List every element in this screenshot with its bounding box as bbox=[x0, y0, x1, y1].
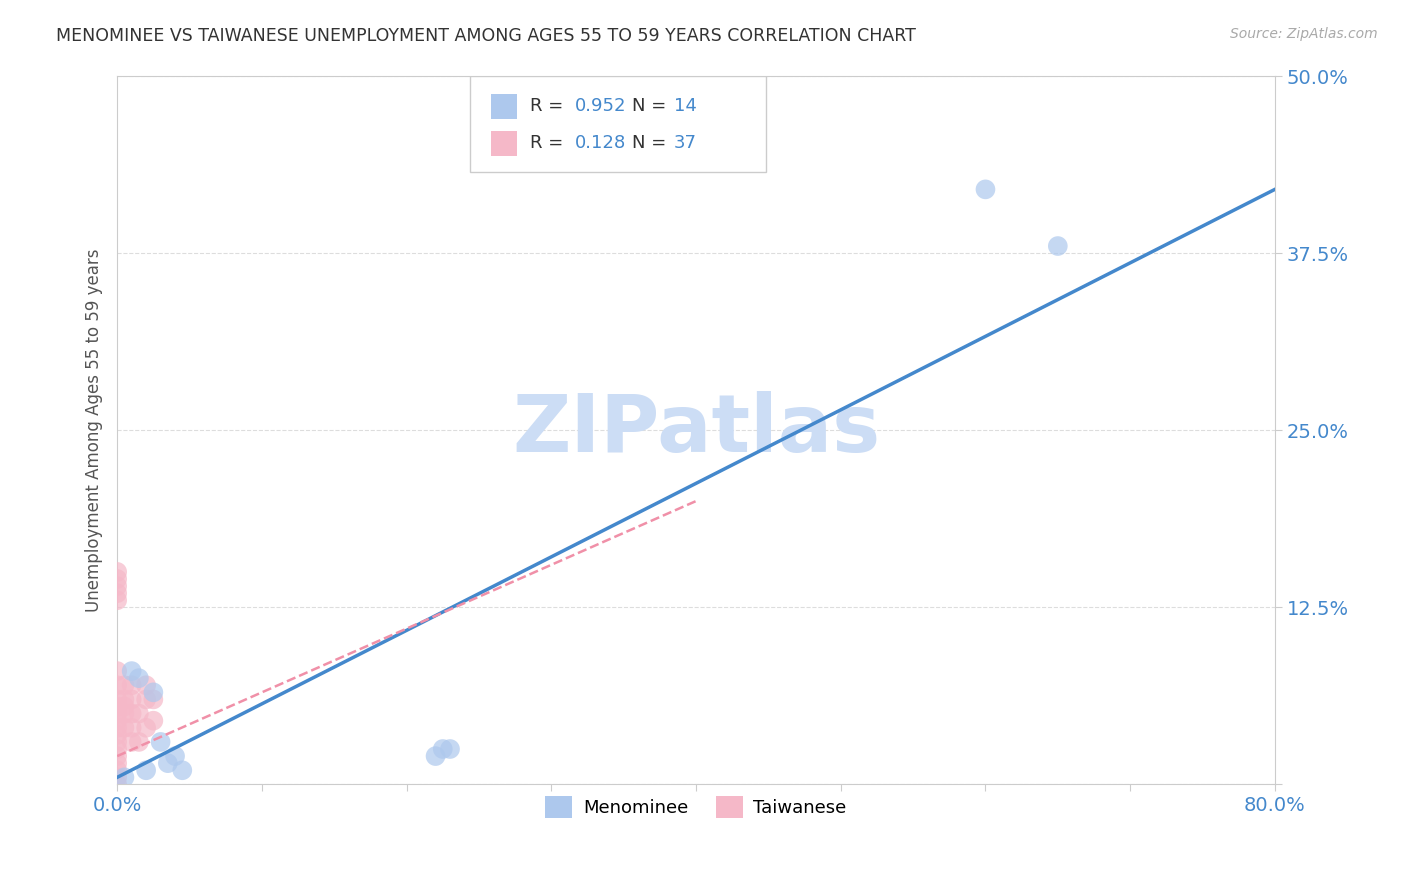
Text: 0.128: 0.128 bbox=[575, 135, 626, 153]
Point bbox=[121, 721, 143, 735]
Point bbox=[121, 692, 143, 706]
Point bbox=[439, 742, 461, 756]
Point bbox=[165, 749, 187, 764]
Point bbox=[105, 593, 128, 607]
FancyBboxPatch shape bbox=[470, 76, 765, 171]
Point bbox=[105, 692, 128, 706]
Text: N =: N = bbox=[633, 135, 672, 153]
Point bbox=[105, 572, 128, 586]
Point bbox=[128, 706, 150, 721]
Point bbox=[128, 735, 150, 749]
Point bbox=[105, 764, 128, 778]
Point bbox=[105, 664, 128, 678]
Point bbox=[105, 579, 128, 593]
Point bbox=[105, 728, 128, 742]
Point bbox=[105, 777, 128, 791]
Point bbox=[121, 664, 143, 678]
Point bbox=[432, 742, 454, 756]
Text: 0.952: 0.952 bbox=[575, 96, 626, 115]
Point bbox=[974, 182, 997, 196]
Text: N =: N = bbox=[633, 96, 672, 115]
Y-axis label: Unemployment Among Ages 55 to 59 years: Unemployment Among Ages 55 to 59 years bbox=[86, 249, 103, 612]
FancyBboxPatch shape bbox=[491, 94, 516, 119]
Point bbox=[112, 706, 135, 721]
Point bbox=[105, 714, 128, 728]
FancyBboxPatch shape bbox=[491, 131, 516, 156]
Point bbox=[121, 706, 143, 721]
Point bbox=[105, 770, 128, 784]
Point bbox=[142, 685, 165, 699]
Text: ZIPatlas: ZIPatlas bbox=[512, 392, 880, 469]
Point bbox=[135, 692, 157, 706]
Point bbox=[105, 586, 128, 600]
Point bbox=[105, 678, 128, 692]
Point bbox=[142, 714, 165, 728]
Text: Source: ZipAtlas.com: Source: ZipAtlas.com bbox=[1230, 27, 1378, 41]
Point bbox=[112, 678, 135, 692]
Point bbox=[105, 699, 128, 714]
Point bbox=[425, 749, 447, 764]
Point bbox=[156, 756, 179, 771]
Point bbox=[135, 721, 157, 735]
Point bbox=[142, 692, 165, 706]
Point bbox=[112, 721, 135, 735]
Point bbox=[105, 565, 128, 579]
Text: 37: 37 bbox=[673, 135, 697, 153]
Point bbox=[112, 692, 135, 706]
Point bbox=[105, 749, 128, 764]
Point bbox=[105, 735, 128, 749]
Point bbox=[149, 735, 172, 749]
Point bbox=[128, 671, 150, 685]
Point bbox=[172, 764, 194, 778]
Point bbox=[1046, 239, 1069, 253]
Point bbox=[105, 742, 128, 756]
Text: R =: R = bbox=[530, 96, 569, 115]
Point bbox=[105, 756, 128, 771]
Text: MENOMINEE VS TAIWANESE UNEMPLOYMENT AMONG AGES 55 TO 59 YEARS CORRELATION CHART: MENOMINEE VS TAIWANESE UNEMPLOYMENT AMON… bbox=[56, 27, 917, 45]
Point bbox=[112, 770, 135, 784]
Text: R =: R = bbox=[530, 135, 569, 153]
Point bbox=[121, 735, 143, 749]
Text: 14: 14 bbox=[673, 96, 697, 115]
Point bbox=[135, 764, 157, 778]
Point bbox=[105, 706, 128, 721]
Legend: Menominee, Taiwanese: Menominee, Taiwanese bbox=[538, 789, 853, 825]
Point bbox=[135, 678, 157, 692]
Point bbox=[121, 678, 143, 692]
Point bbox=[112, 699, 135, 714]
Point bbox=[105, 721, 128, 735]
